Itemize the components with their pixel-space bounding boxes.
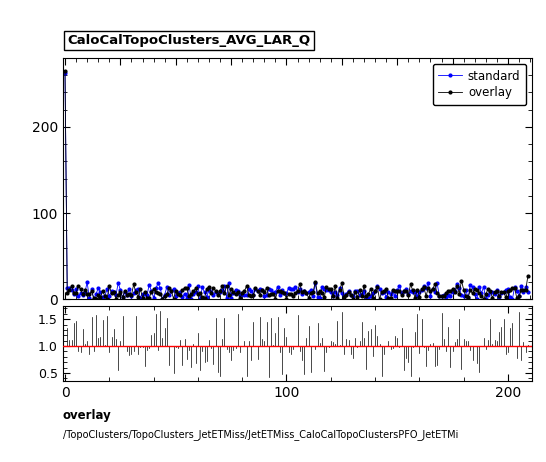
Legend: standard, overlay: standard, overlay [432, 64, 526, 105]
standard [281, 291, 288, 296]
standard [62, 71, 68, 76]
overlay [292, 290, 299, 296]
standard [525, 289, 531, 295]
Text: CaloCalTopoClusters_AVG_LAR_Q: CaloCalTopoClusters_AVG_LAR_Q [68, 34, 311, 47]
Text: /TopoClusters/TopoClusters_JetETMiss/JetETMiss_CaloCalTopoClustersPFO_JetETMi: /TopoClusters/TopoClusters_JetETMiss/Jet… [63, 429, 458, 440]
overlay [281, 291, 288, 296]
standard [292, 284, 299, 290]
standard [159, 296, 166, 302]
standard [476, 284, 483, 289]
overlay [66, 287, 73, 292]
overlay [159, 296, 166, 302]
overlay [525, 273, 531, 279]
standard [483, 297, 489, 302]
Line: overlay: overlay [64, 69, 529, 301]
standard [449, 289, 456, 295]
Line: standard: standard [64, 72, 529, 301]
overlay [62, 68, 68, 73]
overlay [376, 297, 383, 302]
standard [66, 286, 73, 291]
Text: overlay: overlay [63, 409, 111, 422]
overlay [478, 293, 485, 299]
overlay [452, 290, 458, 295]
